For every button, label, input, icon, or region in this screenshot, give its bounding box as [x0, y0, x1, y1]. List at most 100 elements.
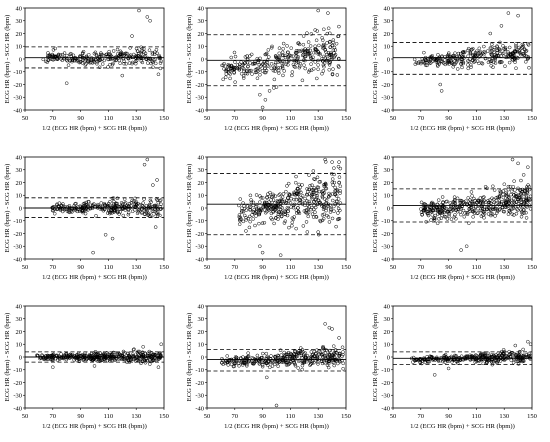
data-point [269, 216, 273, 220]
data-point [527, 184, 531, 189]
data-point [146, 56, 150, 61]
data-point [268, 190, 272, 195]
outlier-point [267, 89, 272, 93]
data-point [456, 51, 461, 56]
x-tick-label: 150 [159, 115, 169, 122]
data-point [447, 214, 451, 218]
scatter-points [50, 157, 163, 255]
data-point [489, 213, 493, 218]
data-point [510, 51, 515, 56]
data-point [445, 358, 450, 363]
data-point [246, 351, 250, 355]
data-point [313, 44, 317, 48]
data-point [97, 359, 102, 363]
data-point [282, 69, 286, 73]
data-point [310, 212, 315, 216]
data-point [152, 58, 156, 62]
data-point [519, 210, 524, 214]
outlier-point [260, 250, 265, 255]
data-point [491, 207, 495, 211]
data-point [281, 73, 285, 78]
data-point [517, 45, 521, 50]
data-point [510, 189, 514, 194]
data-point [321, 38, 325, 42]
scatter-points [237, 157, 343, 257]
data-point [107, 52, 111, 56]
x-tick-label: 70 [232, 413, 239, 420]
data-point [140, 352, 145, 357]
data-point [322, 46, 326, 50]
data-point [336, 164, 341, 169]
x-tick-label: 90 [259, 413, 266, 420]
data-point [221, 77, 225, 82]
data-point [271, 194, 276, 198]
data-point [335, 200, 339, 204]
data-point [330, 354, 335, 359]
data-point [259, 207, 263, 211]
data-point [65, 53, 69, 58]
data-point [246, 216, 251, 221]
data-point [524, 353, 529, 357]
data-point [315, 185, 320, 189]
data-point [331, 344, 336, 348]
y-tick-label: 20 [198, 180, 205, 187]
data-point [259, 196, 263, 200]
y-tick-label: 40 [16, 154, 23, 161]
data-point [280, 53, 285, 57]
x-tick-label: 150 [527, 115, 537, 122]
data-point [297, 358, 302, 363]
x-tick-label: 110 [286, 264, 296, 271]
data-point [130, 61, 134, 66]
data-point [469, 63, 473, 67]
data-point [313, 47, 317, 51]
data-point [253, 61, 257, 66]
data-point [431, 59, 435, 63]
y-tick-label: 0 [19, 354, 22, 361]
data-point [445, 61, 449, 66]
data-point [220, 63, 224, 68]
data-point [443, 352, 448, 357]
y-tick-label: 0 [201, 56, 204, 63]
y-tick-label: 30 [384, 18, 391, 25]
data-point [438, 358, 442, 363]
data-point [155, 211, 159, 215]
data-point [241, 76, 246, 80]
data-point [482, 215, 486, 220]
data-point [232, 71, 236, 75]
data-point [329, 206, 333, 211]
data-point [234, 357, 238, 361]
x-tick-label: 50 [204, 115, 211, 122]
y-tick-label: -10 [13, 367, 22, 374]
y-tick-label: -30 [195, 95, 204, 102]
data-point [233, 60, 237, 64]
outlier-point [148, 19, 152, 23]
data-point [318, 218, 322, 223]
data-point [454, 216, 458, 221]
data-point [146, 211, 151, 216]
data-point [493, 61, 498, 65]
outlier-point [432, 373, 437, 377]
data-point [287, 225, 291, 230]
data-point [118, 61, 122, 66]
x-tick-label: 50 [204, 413, 211, 420]
data-point [469, 190, 474, 194]
x-tick-label: 130 [313, 264, 323, 271]
data-point [115, 209, 120, 214]
data-point [311, 215, 316, 219]
data-point [333, 348, 338, 352]
data-point [148, 362, 152, 366]
data-point [294, 61, 299, 65]
data-point [139, 211, 144, 215]
data-point [336, 197, 341, 201]
data-point [269, 46, 274, 50]
data-point [276, 364, 280, 368]
data-point [118, 206, 122, 211]
data-point [67, 204, 72, 208]
data-point [159, 202, 163, 207]
data-point [519, 200, 524, 204]
y-tick-label: 20 [16, 329, 23, 336]
data-point [92, 51, 97, 56]
data-point [453, 353, 457, 358]
